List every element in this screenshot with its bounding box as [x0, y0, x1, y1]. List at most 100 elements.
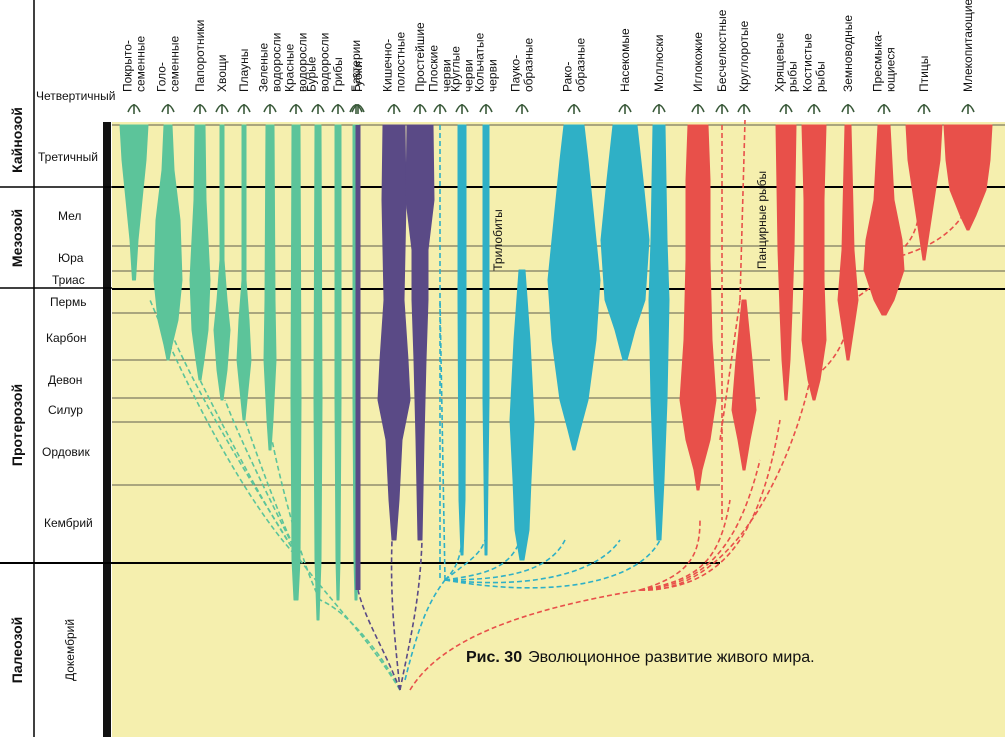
group-label-line: Насекомые: [618, 28, 632, 92]
group-label-line: черви: [462, 59, 476, 92]
group-label-28: Млекопитающие: [961, 0, 975, 92]
lineage-shape-14: [457, 124, 467, 556]
group-icon-25: [841, 104, 855, 114]
group-label-2: Папоротники: [193, 20, 207, 92]
group-label-line: Земноводные: [841, 15, 855, 92]
group-icon-10: [351, 104, 365, 114]
group-label-19: Моллюски: [652, 35, 666, 93]
group-label-20: Иглокожие: [691, 32, 705, 92]
group-label-12: Простейшие: [413, 22, 427, 92]
group-label-13: Плоскиечерви: [427, 45, 454, 92]
group-label-22: Круглоротые: [737, 20, 751, 92]
lineage-shape-18: [600, 124, 650, 361]
era-label-paleozoic: Палеозой: [9, 617, 25, 683]
group-label-line: Пауко-: [509, 55, 523, 92]
group-icon-3: [215, 104, 229, 114]
armored-fish-label: Панцирные рыбы: [755, 171, 769, 269]
group-icon-27: [917, 104, 931, 114]
group-label-line: Рако-: [561, 62, 575, 92]
period-label-ordovician: Ордовик: [42, 445, 90, 459]
group-label-line: Кишечно-: [381, 39, 395, 92]
group-label-line: Грибы: [331, 57, 345, 92]
period-label-triassic: Триас: [52, 273, 85, 287]
lineage-shape-22: [731, 299, 757, 471]
group-label-24: Костистыерыбы: [801, 33, 828, 92]
group-label-27: Птицы: [917, 56, 931, 92]
period-label-devonian: Девон: [48, 373, 82, 387]
group-label-line: Пресмыка-: [871, 31, 885, 92]
lineage-shape-8: [334, 124, 342, 601]
group-label-9: Бактерии: [349, 40, 363, 92]
group-icon-22: [737, 104, 751, 114]
group-label-14: Круглыечерви: [449, 46, 476, 92]
group-label-line: семенные: [168, 36, 182, 92]
group-label-25: Земноводные: [841, 15, 855, 92]
group-label-line: Круглоротые: [737, 20, 751, 92]
group-labels: Покрыто-семенные Голо-семенные Папоротники…: [121, 0, 976, 92]
group-icon-6: [289, 104, 303, 114]
lineage-shape-7: [313, 124, 323, 621]
group-icon-14: [455, 104, 469, 114]
lineage-shape-19: [648, 124, 670, 541]
era-label-mesozoic: Мезозой: [9, 209, 25, 267]
group-label-line: Голо-: [155, 62, 169, 92]
group-label-line: Папоротники: [193, 20, 207, 92]
group-label-line: Губки: [351, 61, 365, 92]
lineage-shape-3: [213, 124, 231, 401]
group-label-line: образные: [522, 37, 536, 92]
group-icon-19: [652, 104, 666, 114]
era-label-proterozoic: Протерозой: [9, 384, 25, 466]
group-label-line: полостные: [394, 32, 408, 92]
era-label-cenozoic: Кайнозой: [9, 107, 25, 173]
lineage-shape-28: [943, 124, 993, 231]
group-icon-21: [715, 104, 729, 114]
timeline-panel: [0, 0, 112, 737]
lineage-shape-25: [837, 124, 859, 361]
group-label-line: Плоские: [427, 45, 441, 92]
group-label-line: Костистые: [801, 33, 815, 92]
group-label-26: Пресмыка-ющиеся: [871, 31, 898, 92]
group-icon-1: [161, 104, 175, 114]
timeline-bar: [103, 122, 111, 737]
group-label-6: Красныеводоросли: [283, 33, 310, 92]
group-label-line: образные: [574, 37, 588, 92]
group-label-line: Хвощи: [215, 55, 229, 93]
lineage-shape-12: [405, 124, 435, 541]
lineage-shape-1: [153, 124, 183, 361]
group-label-4: Плауны: [237, 49, 251, 92]
lineage-shape-26: [863, 124, 905, 316]
group-label-line: Бурые: [305, 56, 319, 92]
group-label-line: ющиеся: [884, 47, 898, 92]
group-icon-28: [961, 104, 975, 114]
lineage-shape-11: [377, 124, 411, 541]
group-icon-16: [515, 104, 529, 114]
group-label-line: рыбы: [786, 61, 800, 92]
group-label-3: Хвощи: [215, 55, 229, 93]
lineage-shape-20: [679, 124, 717, 491]
group-icon-11: [387, 104, 401, 114]
period-label-cambrian: Кембрий: [44, 516, 93, 530]
group-icon-26: [877, 104, 891, 114]
group-label-5: Зеленыеводоросли: [257, 33, 284, 92]
group-label-10: Губки: [351, 61, 365, 92]
group-icon-7: [311, 104, 325, 114]
group-label-11: Кишечно-полостные: [381, 32, 408, 92]
lineage-shape-17: [547, 124, 601, 451]
group-icon-17: [567, 104, 581, 114]
lineage-shape-16: [509, 269, 535, 561]
group-label-line: Птицы: [917, 56, 931, 92]
period-label-tertiary: Третичный: [38, 150, 98, 164]
group-icon-13: [433, 104, 447, 114]
period-label-cretaceous: Мел: [58, 209, 81, 223]
group-label-line: Красные: [283, 43, 297, 92]
lineage-shape-4: [236, 124, 252, 421]
group-label-line: водоросли: [296, 33, 310, 92]
group-icon-2: [193, 104, 207, 114]
group-label-line: Иглокожие: [691, 32, 705, 92]
group-label-line: Зеленые: [257, 43, 271, 92]
group-label-17: Рако-образные: [561, 37, 588, 92]
period-label-silurian: Силур: [48, 403, 83, 417]
period-label-jurassic: Юра: [58, 251, 84, 265]
group-label-line: Бесчелюстные: [715, 9, 729, 92]
